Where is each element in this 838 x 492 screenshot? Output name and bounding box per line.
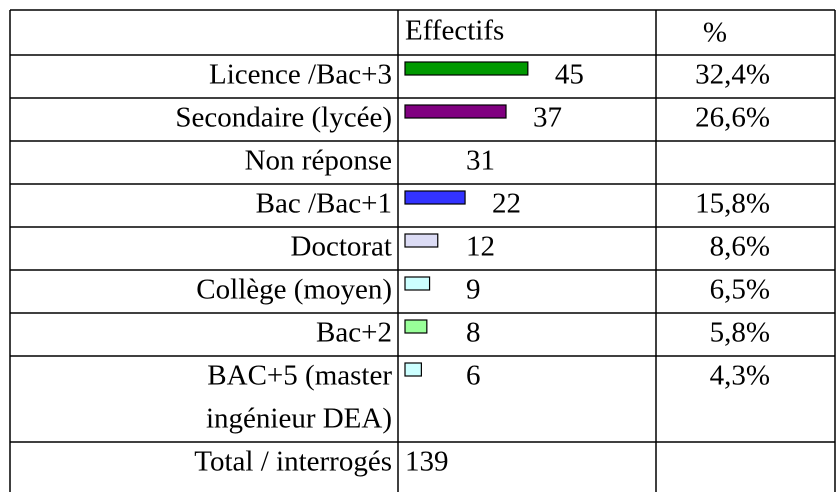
bar [404,190,466,205]
percent: 4,3% [710,360,770,392]
count: 31 [466,145,495,177]
count: 45 [555,59,584,91]
percent: 32,4% [695,59,770,91]
bar [404,104,507,119]
row-label: Doctorat [291,231,392,263]
percent: 5,8% [710,317,770,349]
row-label: BAC+5 (master [207,360,392,392]
count: 37 [533,102,562,134]
bar [404,319,428,334]
percent: 8,6% [710,231,770,263]
total-count: 139 [405,446,449,478]
header-percent: % [703,17,727,49]
count: 12 [466,231,495,263]
count: 9 [466,274,481,306]
count: 22 [492,188,521,220]
row-label: Licence /Bac+3 [209,59,392,91]
percent: 15,8% [695,188,770,220]
header-effectifs: Effectifs [405,15,504,47]
count: 6 [466,360,481,392]
row-label: Non réponse [245,145,392,177]
percent: 6,5% [710,274,770,306]
row-label: Bac /Bac+1 [256,188,392,220]
total-label: Total / interrogés [194,446,392,478]
row-label: Secondaire (lycée) [175,102,392,134]
count: 8 [466,317,481,349]
row-label: Bac+2 [316,317,392,349]
bar [404,362,422,377]
bar [404,233,439,248]
bar [404,61,529,76]
percent: 26,6% [695,102,770,134]
row-label: ingénieur DEA) [206,403,392,435]
bar [404,276,431,291]
row-label: Collège (moyen) [196,274,392,306]
